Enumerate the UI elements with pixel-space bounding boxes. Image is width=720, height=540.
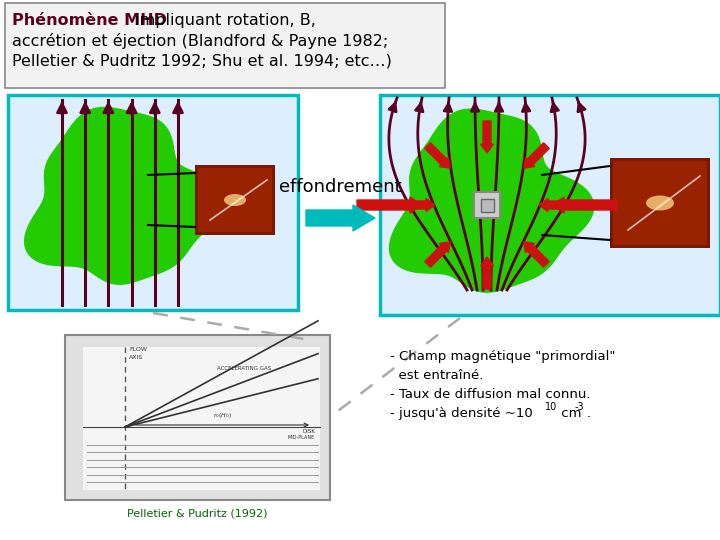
- Text: est entraîné.: est entraîné.: [390, 369, 483, 382]
- Text: - jusqu'à densité ~10: - jusqu'à densité ~10: [390, 407, 533, 420]
- Text: ACCELERATING GAS: ACCELERATING GAS: [217, 366, 271, 371]
- Text: - Taux de diffusion mal connu.: - Taux de diffusion mal connu.: [390, 388, 590, 401]
- Bar: [380, 95, 720, 315]
- FancyArrow shape: [425, 143, 450, 168]
- Bar: [195, 165, 275, 235]
- FancyArrow shape: [523, 143, 549, 168]
- FancyArrow shape: [480, 257, 493, 289]
- Text: .: .: [587, 407, 591, 420]
- Bar: [481, 199, 494, 212]
- Polygon shape: [390, 109, 594, 292]
- Text: AXIS: AXIS: [129, 355, 143, 360]
- Ellipse shape: [224, 194, 246, 206]
- Bar: [8, 95, 298, 310]
- Bar: [5, 3, 445, 88]
- Text: - Champ magnétique "primordial": - Champ magnétique "primordial": [390, 350, 616, 363]
- Text: 10: 10: [545, 402, 557, 412]
- Text: DISK: DISK: [302, 429, 315, 434]
- FancyArrow shape: [425, 242, 450, 267]
- Text: FLOW: FLOW: [129, 347, 147, 352]
- Bar: [474, 192, 500, 218]
- FancyArrow shape: [552, 197, 617, 213]
- Text: MID-PLANE: MID-PLANE: [288, 435, 315, 440]
- Text: Phénomène MHD: Phénomène MHD: [12, 13, 167, 28]
- FancyArrow shape: [306, 205, 375, 231]
- Polygon shape: [24, 107, 225, 284]
- FancyArrow shape: [403, 199, 435, 212]
- Text: cm: cm: [557, 407, 582, 420]
- Bar: [198, 168, 272, 232]
- Ellipse shape: [646, 195, 674, 211]
- Text: effondrement: effondrement: [279, 178, 402, 196]
- Text: -3: -3: [575, 402, 585, 412]
- Text: accrétion et éjection (Blandford & Payne 1982;: accrétion et éjection (Blandford & Payne…: [12, 33, 388, 49]
- FancyArrow shape: [357, 197, 422, 213]
- Bar: [610, 158, 710, 248]
- Bar: [613, 161, 707, 245]
- FancyArrow shape: [523, 242, 549, 267]
- FancyArrow shape: [480, 121, 493, 153]
- Text: $r_0(H_0)$: $r_0(H_0)$: [213, 411, 233, 420]
- FancyArrow shape: [539, 199, 571, 212]
- Bar: [65, 335, 330, 500]
- Bar: [83, 347, 320, 490]
- Text: Pelletier & Pudritz 1992; Shu et al. 1994; etc…): Pelletier & Pudritz 1992; Shu et al. 199…: [12, 53, 392, 68]
- Text: Pelletier & Pudritz (1992): Pelletier & Pudritz (1992): [127, 508, 267, 518]
- Text: impliquant rotation, B,: impliquant rotation, B,: [130, 13, 316, 28]
